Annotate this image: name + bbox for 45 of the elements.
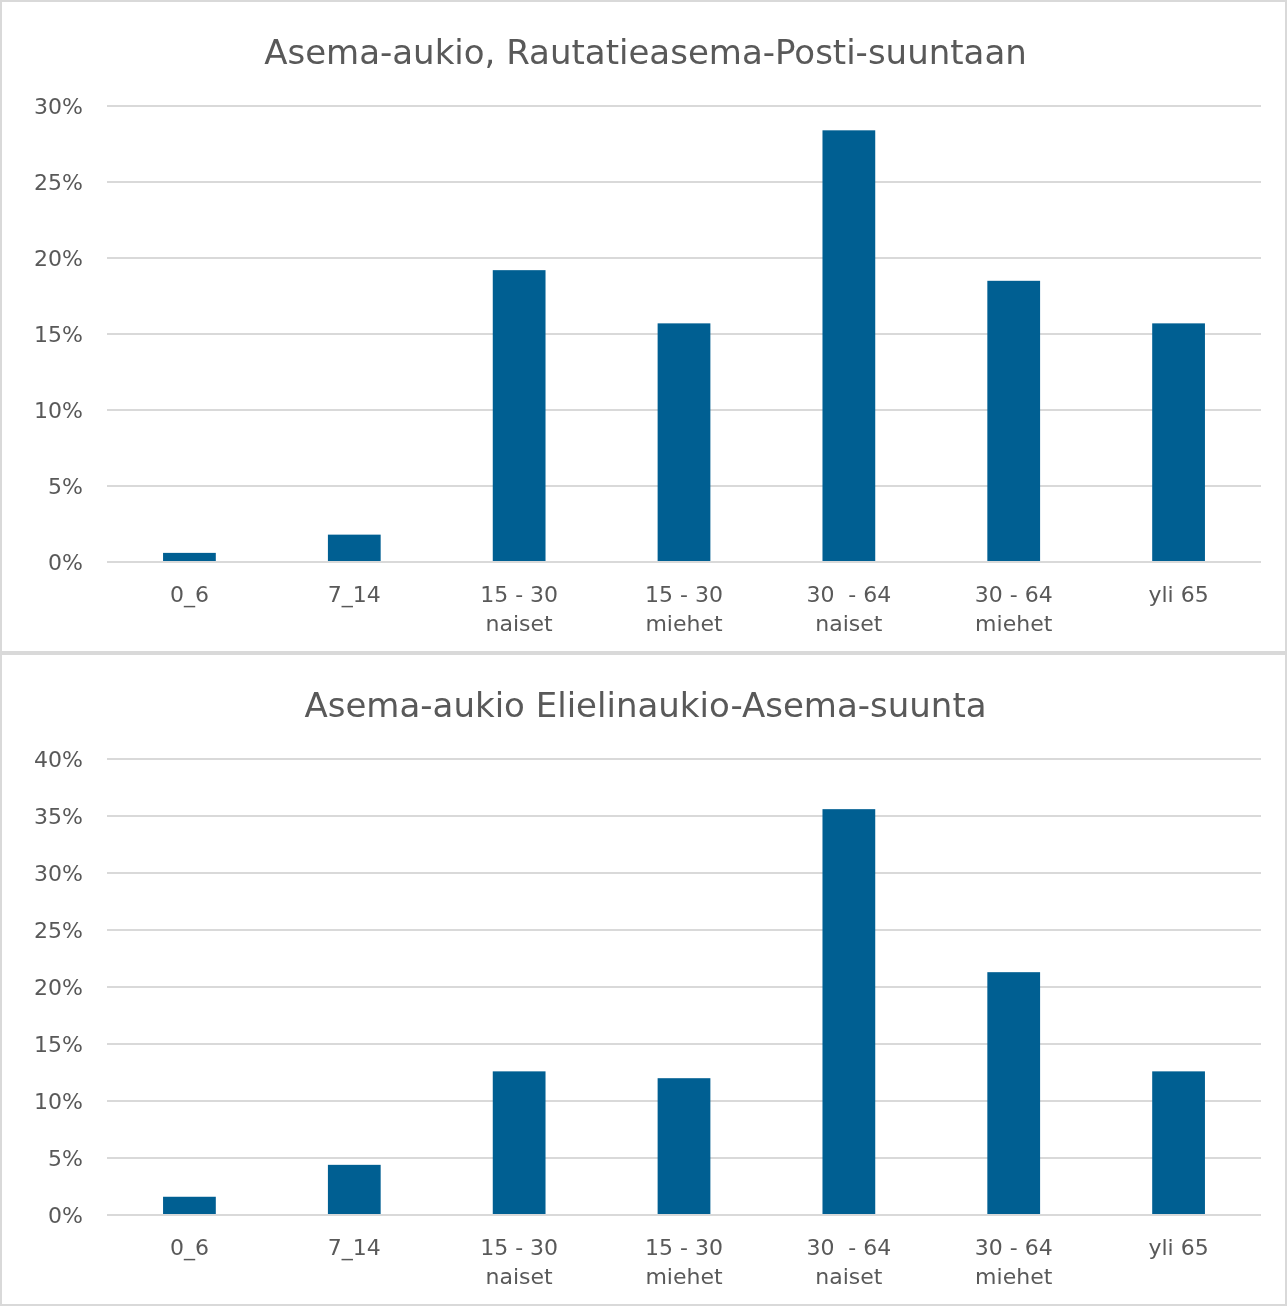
y-tick-label: 5% (48, 1145, 83, 1171)
x-tick-label: 15 - 30 miehet (645, 1235, 723, 1289)
y-tick-label: 20% (34, 245, 83, 271)
y-tick-label: 10% (34, 397, 83, 423)
x-tick-label: 0_6 (169, 1235, 209, 1261)
chart-title: Asema-aukio, Rautatieasema-Posti-suuntaan (264, 32, 1027, 72)
bar (1152, 1071, 1205, 1215)
bar (327, 1164, 381, 1215)
x-tick-label: yli 65 (1148, 582, 1209, 607)
x-tick-label: 7_14 (327, 582, 381, 608)
x-tick-label: yli 65 (1148, 1235, 1209, 1260)
y-tick-label: 0% (48, 549, 83, 575)
x-tick-label: 15 - 30 naiset (480, 1235, 559, 1289)
bar (492, 1071, 546, 1215)
bar (657, 323, 711, 562)
bar (163, 1196, 216, 1215)
x-tick-label: 0_6 (169, 582, 209, 608)
x-tick-label: 30 - 64 naiset (806, 582, 892, 636)
y-tick-label: 15% (34, 1031, 83, 1057)
x-tick-label: 15 - 30 miehet (645, 582, 723, 636)
y-tick-label: 35% (34, 803, 83, 829)
y-tick-label: 20% (34, 974, 83, 1000)
x-tick-label: 30 - 64 miehet (974, 1235, 1053, 1289)
bar (987, 280, 1041, 562)
y-tick-label: 15% (34, 321, 83, 347)
y-tick-label: 10% (34, 1088, 83, 1114)
bar (987, 972, 1041, 1215)
chart-title: Asema-aukio Elielinaukio-Asema-suunta (304, 685, 987, 725)
y-tick-label: 30% (34, 860, 83, 886)
bar (1152, 323, 1205, 562)
x-tick-label: 30 - 64 miehet (974, 582, 1053, 636)
bar (327, 534, 381, 562)
x-tick-label: 15 - 30 naiset (480, 582, 559, 636)
bar (822, 130, 876, 562)
bar (492, 270, 546, 562)
bar (822, 809, 876, 1215)
y-tick-label: 25% (34, 917, 83, 943)
y-tick-label: 25% (34, 169, 83, 195)
x-tick-label: 30 - 64 naiset (806, 1235, 892, 1289)
bar (657, 1078, 711, 1215)
y-tick-label: 30% (34, 93, 83, 119)
y-tick-label: 0% (48, 1202, 83, 1228)
y-tick-label: 40% (34, 746, 83, 772)
x-tick-label: 7_14 (327, 1235, 381, 1261)
y-tick-label: 5% (48, 473, 83, 499)
